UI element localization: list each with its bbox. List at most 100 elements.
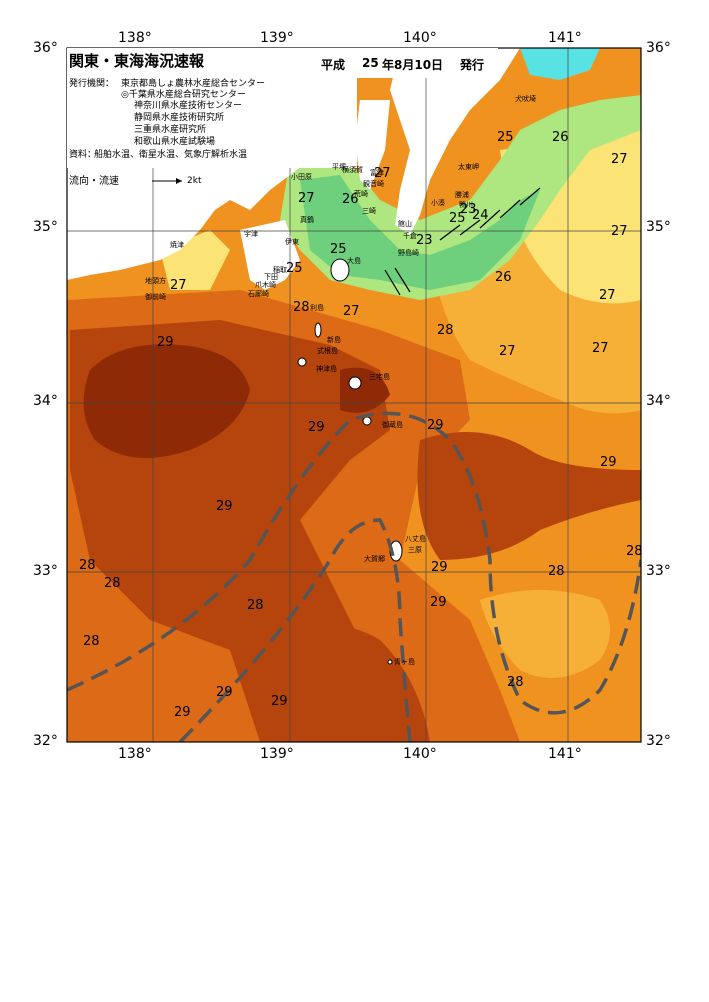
island-oshima	[330, 258, 350, 282]
lat-label-right: 32°	[646, 733, 671, 749]
legend-scale: 2kt	[187, 176, 202, 186]
temp-label: 28	[247, 598, 264, 613]
temp-label: 29	[216, 499, 233, 514]
temp-label: 28	[507, 675, 524, 690]
place-label: 三宅島	[369, 373, 390, 381]
temp-label: 27	[592, 341, 609, 356]
temp-label: 29	[216, 685, 233, 700]
lat-label-right: 36°	[646, 40, 671, 56]
lat-label-left: 32°	[33, 733, 58, 749]
temp-label: 28	[437, 323, 454, 338]
lat-label-left: 35°	[33, 219, 58, 235]
place-label: 御蔵島	[382, 421, 403, 429]
place-label: 真鶴	[300, 216, 314, 224]
place-label: 地頭方	[145, 277, 166, 285]
lat-label-left: 33°	[33, 563, 58, 579]
place-label: 横須賀	[342, 166, 363, 174]
lon-label-bottom: 138°	[118, 746, 152, 762]
place-label: 観音崎	[363, 180, 384, 188]
issuer-item: 東京都島しょ農林水産総合センター	[121, 79, 266, 89]
temp-label: 26	[552, 130, 569, 145]
kuroshio-current	[67, 411, 641, 742]
temp-label: 24	[472, 208, 489, 223]
place-label: 荒崎	[354, 190, 368, 198]
issue-year: 25	[362, 56, 379, 70]
issue-era: 平成	[321, 58, 346, 72]
place-label: 石廊崎	[248, 290, 269, 298]
temp-label: 23	[460, 202, 477, 217]
issuer-item: 神奈川県水産技術センター	[134, 101, 243, 111]
place-label: 八丈島	[405, 535, 426, 543]
place-label: 稲取	[273, 266, 287, 274]
place-label: 宇津	[244, 230, 258, 238]
island-mikura	[362, 416, 372, 426]
temp-label: 29	[308, 420, 325, 435]
temp-label: 27	[599, 288, 616, 303]
place-label: 新島	[327, 336, 341, 344]
place-label: 式根島	[317, 347, 338, 355]
place-label: 大賀郷	[364, 555, 385, 563]
green-core	[300, 175, 540, 290]
temp-label: 25	[286, 261, 303, 276]
header-panel	[67, 48, 357, 168]
place-label: 野島崎	[398, 249, 419, 257]
lon-label-top: 140°	[403, 30, 437, 46]
temp-label: 28	[626, 544, 643, 559]
place-label: 犬吠埼	[515, 95, 536, 103]
light-se	[480, 590, 610, 678]
lat-label-right: 34°	[646, 393, 671, 409]
lat-label-left: 36°	[33, 40, 58, 56]
temp-label: 23	[416, 233, 433, 248]
temp-label: 25	[497, 130, 514, 145]
lat-label-right: 33°	[646, 563, 671, 579]
temp-label: 27	[298, 191, 315, 206]
warm-band-east	[417, 432, 641, 560]
island-miyake	[348, 376, 362, 390]
temp-label: 27	[170, 278, 187, 293]
temp-label: 28	[548, 564, 565, 579]
lon-label-top: 141°	[548, 30, 582, 46]
temp-label: 28	[83, 634, 100, 649]
place-label: 平塚	[332, 163, 346, 171]
temp-label: 26	[495, 270, 512, 285]
lat-label-left: 34°	[33, 393, 58, 409]
temp-label: 28	[79, 558, 96, 573]
temp-label: 29	[600, 455, 617, 470]
cyan-ne	[520, 48, 600, 80]
place-label: 伊東	[285, 238, 299, 246]
land-miura	[355, 100, 390, 190]
temp-label: 28	[104, 576, 121, 591]
graticule	[67, 48, 641, 742]
island-kozushima	[297, 357, 307, 367]
island-aogashima	[387, 659, 393, 665]
temp-label: 27	[611, 152, 628, 167]
temp-label: 29	[431, 560, 448, 575]
legend-arrow-head	[176, 178, 182, 184]
place-label: 大島	[347, 257, 361, 265]
lon-label-bottom: 141°	[548, 746, 582, 762]
place-label: 爪木崎	[255, 281, 276, 289]
place-label: 下田	[264, 273, 278, 281]
issuer-item: 和歌山県水産試験場	[134, 137, 216, 147]
place-label: 青ヶ島	[394, 658, 415, 666]
lon-label-bottom: 139°	[260, 746, 294, 762]
source-label: 資料：	[69, 150, 97, 160]
lon-label-bottom: 140°	[403, 746, 437, 762]
map-title: 関東・東海海況速報	[69, 52, 205, 70]
place-label: 館山	[398, 220, 412, 228]
issuer-item: ◎千葉県水産総合研究センター	[121, 90, 246, 100]
current-inner-path	[178, 518, 412, 742]
temp-label: 27	[343, 304, 360, 319]
place-label: 勝浦	[455, 191, 469, 199]
lon-label-top: 139°	[260, 30, 294, 46]
place-label: 鴨川	[459, 201, 473, 209]
place-label: 小湊	[431, 199, 445, 207]
issuer-item: 三重県水産研究所	[134, 125, 207, 135]
current-outer-path	[67, 411, 641, 715]
lat-label-right: 35°	[646, 219, 671, 235]
issuer-label: 発行機関：	[69, 79, 115, 89]
current-vectors	[384, 187, 541, 296]
hot-core-west	[83, 344, 250, 458]
temp-label: 29	[174, 705, 191, 720]
